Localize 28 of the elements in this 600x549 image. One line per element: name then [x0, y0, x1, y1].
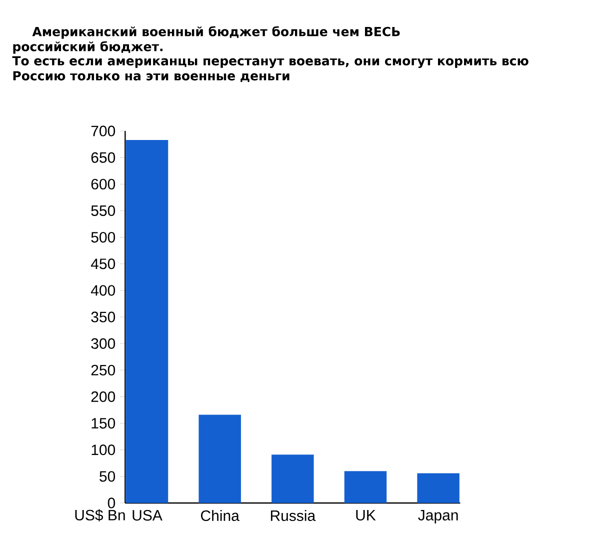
bar [126, 140, 168, 503]
y-tick-label: 150 [92, 418, 116, 429]
chart-title: Американский военный бюджет больше чем ВЕСЬ российский бюджет. [13, 26, 400, 54]
bar [417, 473, 460, 503]
y-tick-label: 400 [90, 285, 116, 296]
bar [272, 454, 314, 503]
x-tick-label: Japan [418, 510, 458, 524]
x-tick-label: USA [132, 510, 162, 521]
y-tick-label: 350 [91, 312, 116, 322]
y-tick-label: 250 [91, 364, 116, 376]
y-axis-title: US$ Bn [75, 509, 125, 522]
bar [198, 414, 241, 503]
y-tick-label: 650 [91, 152, 116, 163]
bar [344, 471, 387, 503]
y-tick-label: 300 [91, 338, 116, 349]
x-tick-label: UK [356, 510, 376, 520]
x-tick-label: China [201, 510, 240, 522]
y-tick-label: 600 [91, 178, 116, 190]
y-tick-label: 500 [91, 232, 116, 243]
y-tick-label: 700 [91, 126, 116, 136]
y-tick-label: 100 [92, 444, 116, 456]
y-tick-label: 0 [108, 498, 116, 508]
y-tick-label: 200 [91, 391, 116, 402]
x-tick-label: Russia [270, 510, 316, 522]
y-tick-label: 50 [100, 471, 116, 482]
y-tick-label: 450 [90, 258, 116, 270]
chart-subtitle: То есть если американцы перестанут воевать, они смогут кормить всю Россию только на эти военные деньги [12, 56, 528, 82]
y-tick-label: 550 [91, 205, 116, 216]
